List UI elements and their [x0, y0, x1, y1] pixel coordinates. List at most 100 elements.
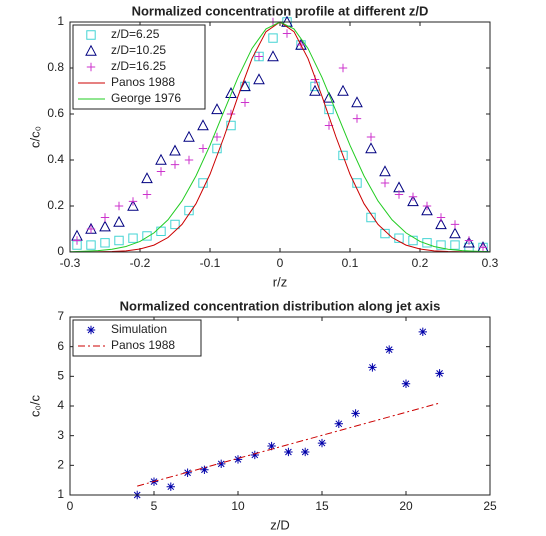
legend-marker: [86, 30, 96, 40]
legend-marker: [86, 325, 96, 335]
marker: [301, 447, 310, 457]
marker: [127, 199, 139, 211]
axes-frame: [69, 21, 491, 253]
y-tick-label: 0.6: [47, 106, 64, 120]
marker: [114, 235, 124, 246]
x-tick-label: -0.2: [130, 256, 151, 270]
x-tick-label: -0.1: [200, 256, 221, 270]
marker: [408, 235, 418, 246]
marker: [334, 419, 343, 428]
marker: [380, 228, 390, 239]
marker: [422, 238, 432, 248]
marker: [408, 192, 418, 201]
marker: [217, 459, 226, 469]
marker: [380, 178, 390, 188]
marker: [421, 204, 433, 216]
marker: [212, 132, 222, 142]
marker: [198, 144, 208, 153]
marker: [170, 219, 180, 230]
y-tick-label: 0: [57, 244, 64, 258]
x-tick-label: 20: [399, 499, 413, 513]
marker: [113, 215, 125, 227]
line: [137, 402, 440, 487]
x-tick-label: 0.2: [412, 256, 429, 270]
marker: [170, 160, 180, 169]
marker: [86, 224, 96, 234]
y-tick-label: 4: [57, 398, 64, 412]
x-tick-label: -0.3: [60, 256, 81, 270]
marker: [422, 201, 432, 211]
marker: [198, 178, 208, 188]
marker: [478, 243, 488, 252]
marker: [254, 52, 264, 61]
x-tick-label: 25: [483, 499, 497, 513]
marker: [142, 231, 152, 241]
axes-frame: [69, 316, 491, 496]
marker: [366, 132, 376, 142]
marker: [254, 51, 264, 62]
x-tick-label: 0: [277, 256, 284, 270]
marker: [250, 450, 259, 460]
plot-clip: [133, 327, 444, 500]
marker: [365, 142, 377, 154]
marker: [418, 327, 427, 337]
x-axis-label: r/z: [273, 274, 287, 289]
marker: [267, 50, 279, 62]
marker: [309, 84, 321, 96]
marker: [368, 363, 377, 372]
legend-box: [72, 319, 202, 357]
marker: [449, 227, 461, 239]
marker: [267, 441, 276, 451]
x-tick-label: 5: [151, 499, 158, 513]
marker: [351, 409, 360, 418]
x-tick-label: 0: [67, 499, 74, 513]
y-tick-label: 7: [57, 309, 64, 323]
marker: [436, 213, 446, 222]
marker: [142, 190, 152, 199]
marker: [72, 236, 82, 245]
legend-label: Panos 1988: [111, 75, 175, 89]
marker: [385, 345, 394, 354]
marker: [99, 220, 111, 232]
x-tick-label: 0.1: [342, 256, 359, 270]
marker: [166, 482, 175, 491]
marker: [253, 73, 265, 85]
legend-label: z/D=10.25: [111, 43, 166, 57]
marker: [352, 114, 362, 123]
legend-label: Simulation: [111, 322, 167, 336]
marker: [379, 165, 391, 177]
marker: [183, 468, 192, 477]
legend-label: z/D=16.25: [111, 59, 166, 73]
marker: [268, 33, 278, 43]
legend-label: Panos 1988: [111, 338, 175, 352]
marker: [394, 233, 404, 243]
legend-label: George 1976: [111, 91, 181, 105]
marker: [323, 91, 335, 103]
y-tick-label: 1: [57, 14, 64, 28]
y-tick-label: 0.2: [47, 198, 64, 212]
marker: [463, 236, 475, 248]
marker: [240, 98, 250, 107]
y-tick-label: 2: [57, 458, 64, 472]
marker: [197, 119, 209, 131]
marker: [86, 240, 96, 250]
marker: [156, 167, 166, 176]
y-tick-label: 5: [57, 369, 64, 383]
marker: [324, 104, 334, 115]
marker: [184, 155, 194, 165]
marker: [407, 195, 419, 207]
marker: [352, 178, 362, 188]
marker: [128, 197, 138, 206]
x-axis-label: z/D: [270, 517, 290, 532]
y-axis-label: c/c₀: [27, 126, 42, 148]
x-tick-label: 15: [315, 499, 329, 513]
marker: [156, 226, 166, 236]
marker: [337, 84, 349, 96]
y-tick-label: 0.4: [47, 152, 64, 166]
legend-marker: [85, 44, 97, 56]
marker: [100, 213, 110, 222]
marker: [435, 218, 447, 230]
marker: [212, 143, 222, 154]
marker: [338, 63, 348, 73]
